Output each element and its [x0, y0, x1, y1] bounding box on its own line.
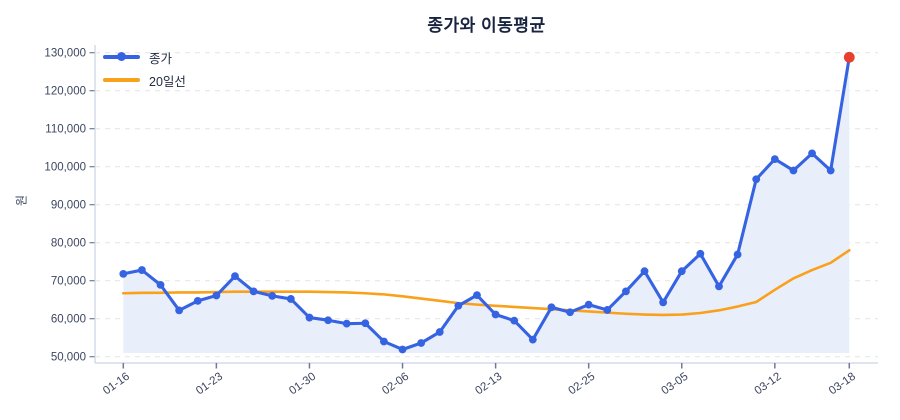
data-point-marker [324, 316, 332, 325]
x-tick-label: 02-25 [566, 371, 597, 398]
data-point-marker [603, 306, 612, 314]
y-tick-label: 50,000 [51, 352, 86, 364]
x-tick-label: 01-30 [287, 371, 318, 398]
x-tick-label: 03-12 [753, 371, 784, 398]
y-tick-label: 120,000 [44, 86, 86, 98]
data-point-marker [715, 282, 723, 291]
y-tick-label: 70,000 [51, 276, 86, 288]
data-point-marker [193, 296, 202, 305]
x-tick-label: 02-06 [380, 371, 411, 398]
y-axis-title: 원 [14, 194, 29, 207]
chart-legend: 종가 20일선 [103, 50, 186, 89]
data-point-marker [659, 298, 668, 307]
close-line [121, 55, 851, 352]
last-data-point-marker [843, 51, 855, 63]
data-point-marker [380, 337, 388, 346]
data-point-marker [733, 250, 742, 259]
data-point-marker [342, 319, 351, 328]
x-tick-label: 01-16 [101, 371, 132, 398]
data-point-marker [454, 301, 463, 310]
data-point-marker [249, 287, 258, 296]
data-point-marker [528, 335, 537, 344]
data-point-marker [696, 249, 705, 258]
y-tick-label: 60,000 [51, 314, 86, 326]
data-point-marker [417, 339, 426, 347]
data-point-marker [622, 287, 630, 296]
data-point-marker [677, 267, 686, 276]
data-point-marker [584, 300, 593, 309]
data-point-marker [566, 308, 574, 317]
close-marker-sample [117, 52, 126, 62]
close-area-fill [123, 57, 850, 353]
data-point-marker [268, 292, 277, 300]
data-point-marker [547, 303, 556, 312]
chart-title: 종가와 이동평균 [427, 16, 546, 35]
legend-label-ma20: 20일선 [149, 74, 186, 89]
data-point-marker [473, 291, 481, 300]
data-point-marker [770, 155, 779, 164]
y-tick-label: 110,000 [45, 124, 86, 136]
x-tick-label: 03-05 [659, 371, 690, 398]
legend-item-close: 종가 [103, 50, 186, 66]
data-point-marker [212, 291, 221, 300]
data-point-marker [808, 149, 816, 158]
x-tick-label: 03-18 [827, 371, 858, 398]
ma20-line-sample [103, 78, 140, 82]
data-point-marker [119, 269, 128, 278]
data-point-marker [789, 166, 798, 175]
data-point-marker [752, 175, 761, 184]
y-tick-label: 80,000 [51, 238, 86, 250]
y-tick-label: 90,000 [51, 200, 86, 212]
data-point-marker [491, 310, 500, 319]
y-tick-label: 130,000 [44, 48, 86, 60]
x-tick-label: 02-13 [473, 371, 504, 398]
legend-label-close: 종가 [149, 51, 173, 66]
data-point-marker [826, 166, 835, 175]
data-point-marker [305, 313, 314, 322]
data-point-marker [156, 280, 165, 289]
x-tick-label: 01-23 [194, 371, 225, 398]
data-point-marker [640, 267, 649, 276]
data-point-marker [361, 319, 370, 328]
data-point-marker [231, 272, 239, 281]
legend-item-ma20: 20일선 [103, 73, 186, 89]
data-point-marker [286, 295, 295, 303]
data-point-marker [175, 306, 184, 315]
data-point-marker [510, 316, 519, 325]
close-line-sample [103, 52, 140, 62]
data-point-marker [138, 266, 146, 274]
y-tick-label: 100,000 [44, 162, 86, 174]
data-point-marker [435, 328, 444, 336]
data-point-marker [398, 345, 407, 354]
